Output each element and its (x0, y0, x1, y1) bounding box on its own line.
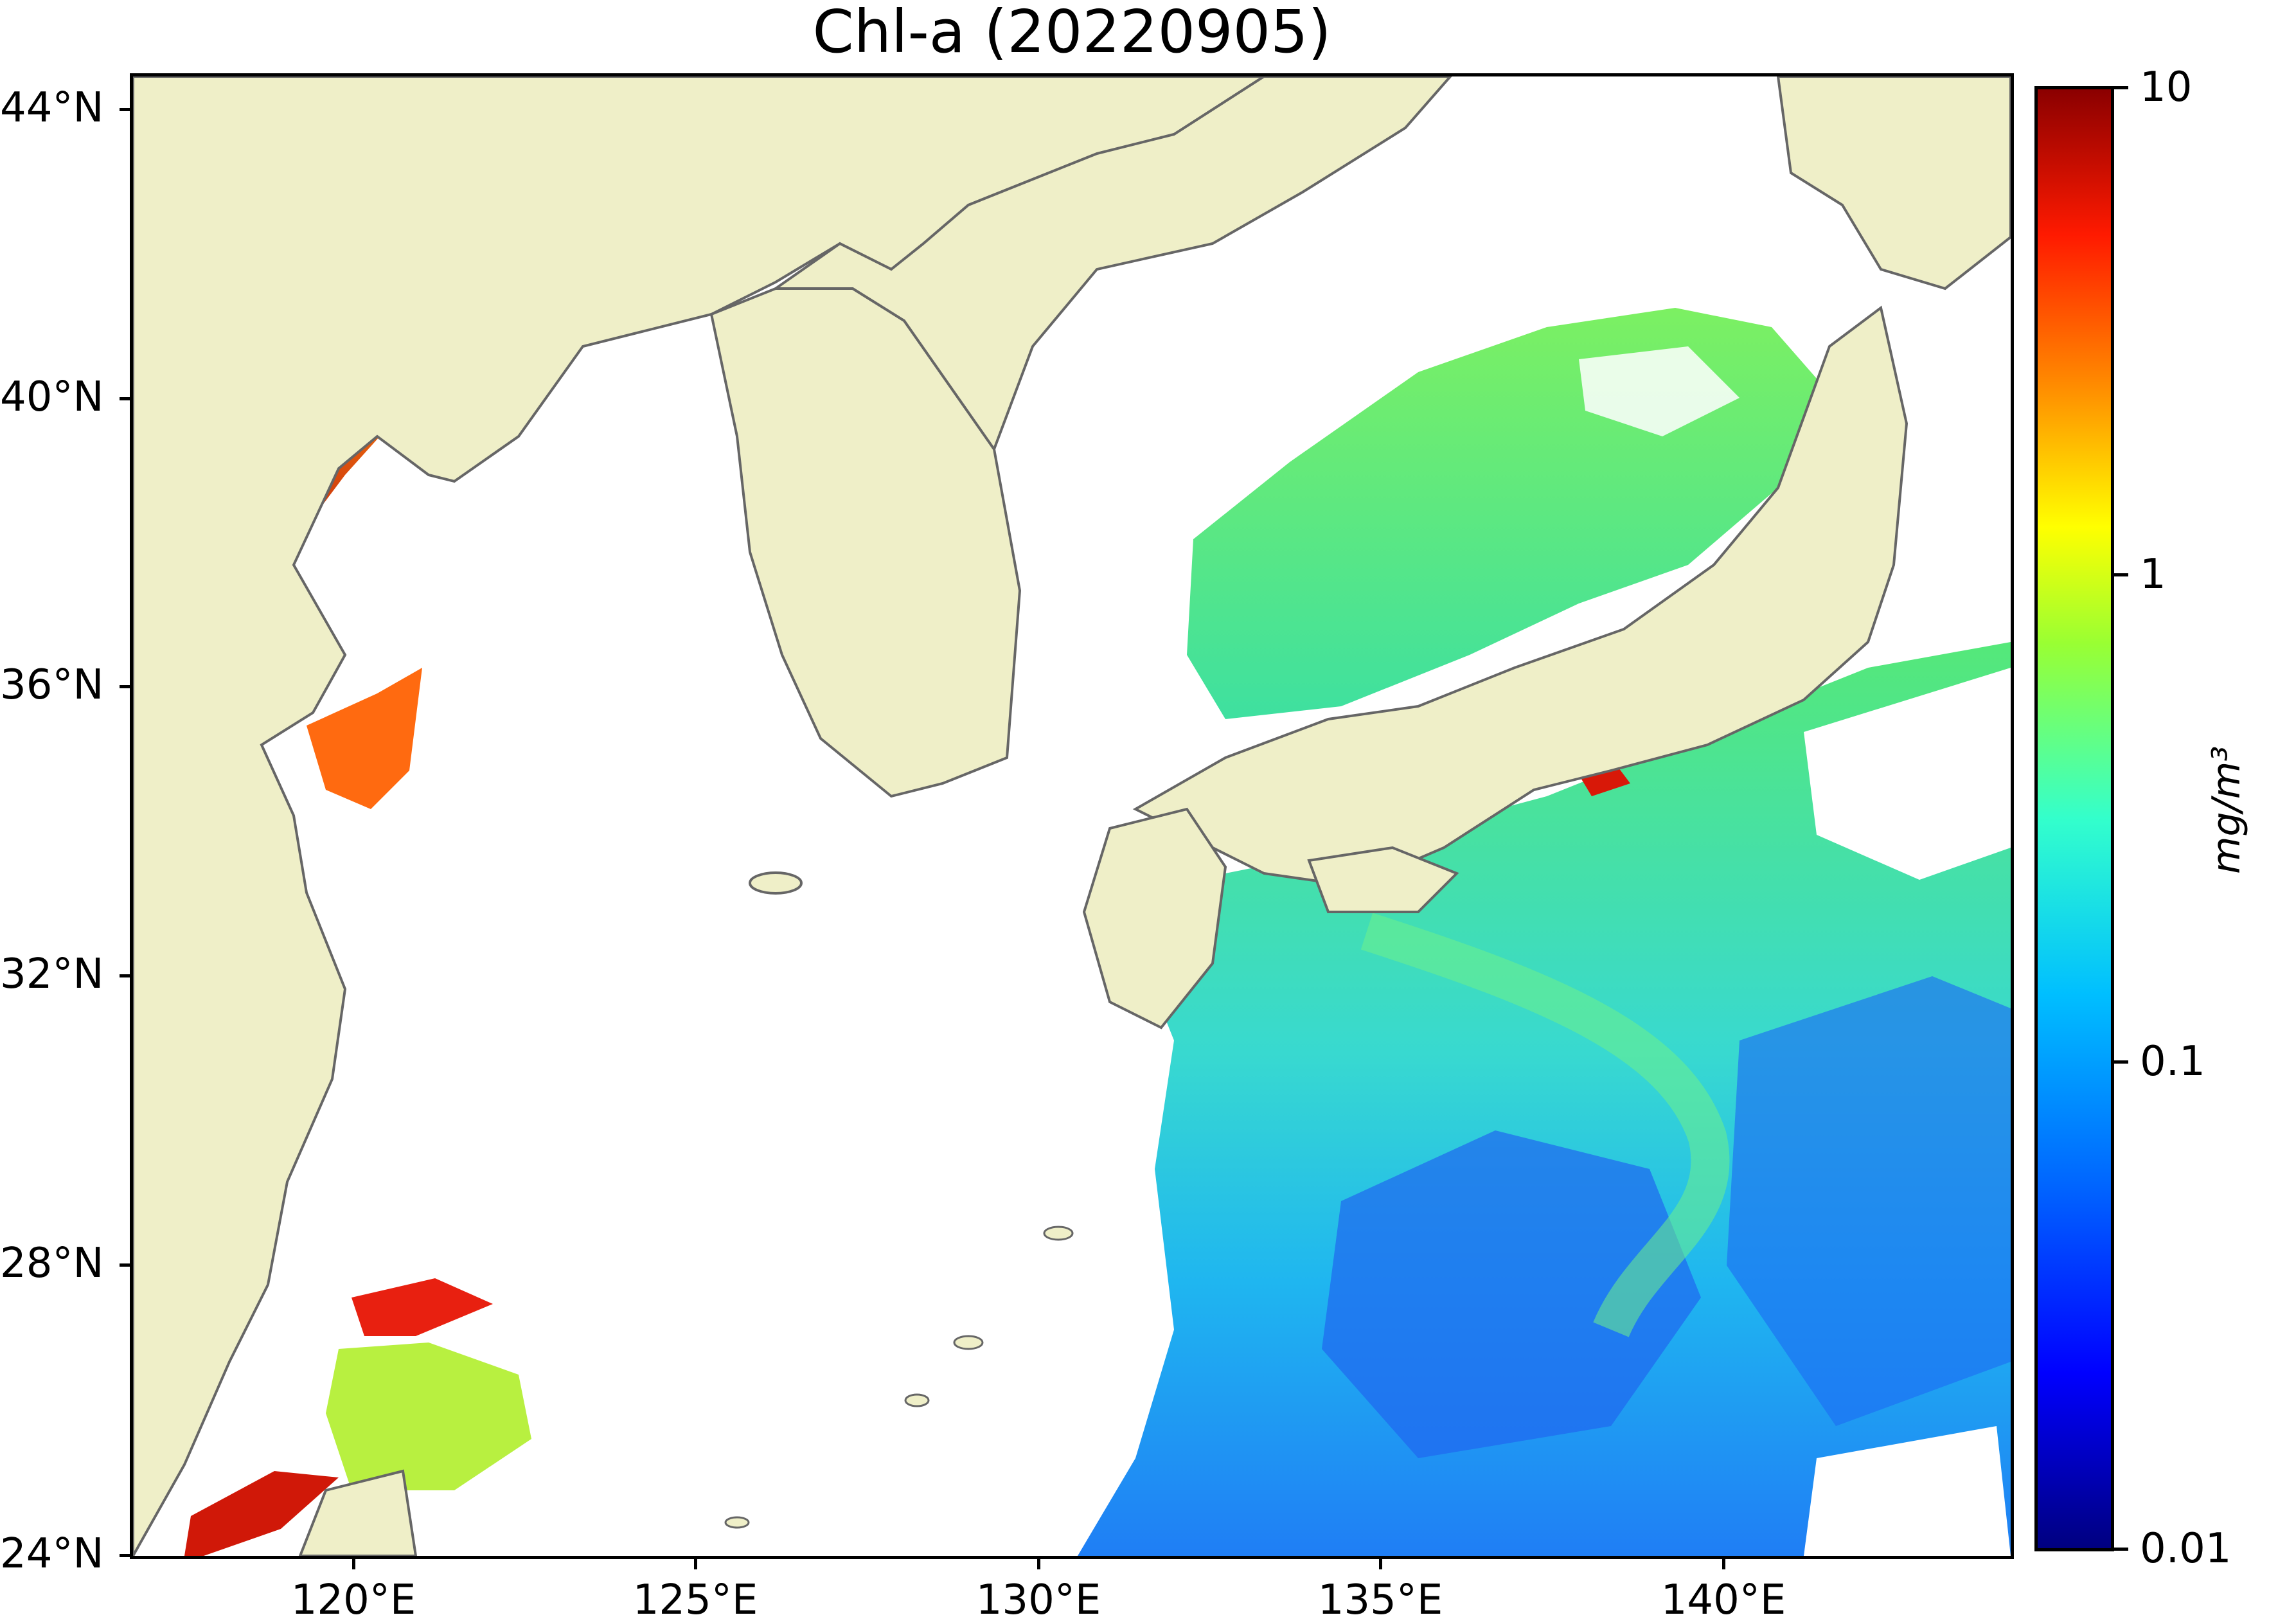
colorbar-tick (2114, 86, 2128, 89)
map-title: Chl-a (20220905) (812, 0, 1331, 66)
lon-tick (694, 1559, 697, 1569)
lat-label: 44°N (0, 84, 104, 132)
chlorophyll-map (133, 76, 2011, 1556)
lat-tick (120, 685, 130, 688)
land-japan-kyushu (1082, 807, 1227, 1030)
lat-label: 28°N (0, 1240, 104, 1287)
land-taiwan (298, 1469, 418, 1556)
land-japan-honshu (1132, 305, 1909, 888)
map-panel (130, 73, 2014, 1559)
lat-label: 40°N (0, 373, 104, 421)
coastal-high-chl (184, 1471, 339, 1556)
land-jeju (749, 871, 803, 895)
lon-label: 130°E (975, 1576, 1101, 1624)
land-north-korea-russia (771, 76, 1452, 452)
lon-tick (1722, 1559, 1725, 1569)
coastal-high-chl (307, 668, 422, 809)
lat-label: 24°N (0, 1530, 104, 1578)
cloud-gap (1804, 1426, 2011, 1556)
colorbar-label: 10 (2140, 64, 2193, 111)
cloud-gap (1579, 346, 1740, 436)
colorbar-label: 0.1 (2140, 1038, 2205, 1085)
lat-tick (120, 397, 130, 400)
lon-tick (1379, 1559, 1382, 1569)
land-island (953, 1335, 984, 1350)
coastal-moderate-chl (326, 1343, 531, 1490)
colorbar-label: 1 (2140, 551, 2166, 598)
land-china (133, 76, 1267, 1556)
lon-label: 120°E (290, 1576, 416, 1624)
colorbar-tick (2114, 1060, 2128, 1064)
lon-label: 140°E (1660, 1576, 1786, 1624)
land-japan-shikoku (1307, 846, 1459, 913)
low-chl-patch (1322, 1130, 1701, 1458)
lat-label: 36°N (0, 661, 104, 709)
colorbar (2034, 86, 2114, 1551)
lat-tick (120, 1263, 130, 1267)
colorbar-tick (2114, 573, 2128, 576)
lat-tick (120, 108, 130, 111)
lat-tick (120, 974, 130, 977)
lon-tick (1037, 1559, 1040, 1569)
lon-label: 135°E (1317, 1576, 1443, 1624)
coastal-high-chl (351, 1278, 493, 1336)
eddy-band (1360, 913, 1730, 1338)
land-island (724, 1516, 750, 1529)
land-island (1043, 1226, 1074, 1241)
lon-label: 125°E (632, 1576, 758, 1624)
colorbar-tick (2114, 1548, 2128, 1551)
colorbar-unit: mg/m³ (2204, 745, 2249, 874)
land-island (904, 1393, 930, 1407)
cloud-gap (1804, 668, 2011, 880)
low-chl-patch (1727, 976, 2011, 1426)
lat-tick (120, 1554, 130, 1557)
colorbar-label: 0.01 (2140, 1525, 2232, 1573)
land-japan-hokkaido (1776, 76, 2011, 290)
lon-tick (352, 1559, 355, 1569)
lat-label: 32°N (0, 950, 104, 998)
